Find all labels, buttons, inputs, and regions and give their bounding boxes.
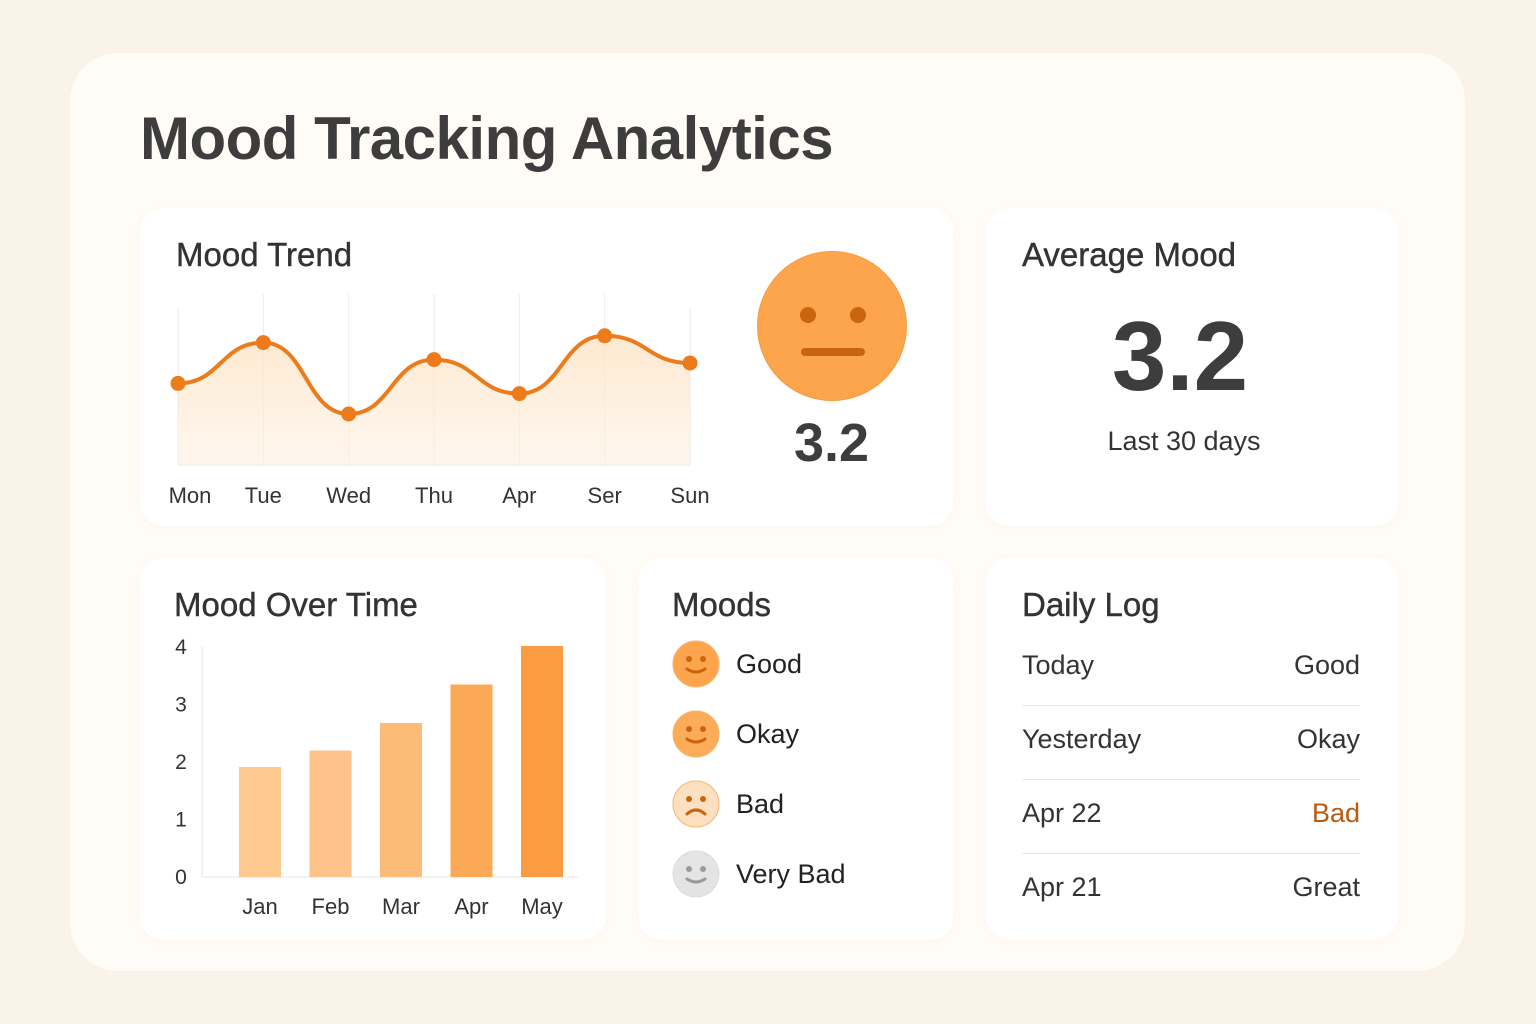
page-title: Mood Tracking Analytics (140, 105, 834, 172)
mood-item: Okay (672, 710, 799, 758)
x-tick-label: Apr (502, 483, 536, 508)
x-tick-label: Jan (242, 894, 277, 919)
log-mood: Okay (1296, 724, 1360, 754)
trend-area (178, 335, 690, 465)
daily-log-title: Daily Log (1022, 586, 1160, 623)
x-tick-label: Wed (326, 483, 371, 508)
log-mood: Good (1293, 650, 1360, 680)
y-tick-label: 1 (175, 809, 187, 832)
mood-label: Very Bad (736, 858, 846, 889)
mood-label: Good (736, 648, 803, 679)
log-row: Apr 22 Bad (1022, 798, 1360, 829)
divider (1022, 705, 1360, 706)
mood-over-time-chart: 0 1 2 3 4 Jan Feb Mar Apr May (175, 636, 578, 919)
trend-point (682, 355, 698, 371)
bar (380, 723, 422, 877)
log-day: Apr 21 (1022, 872, 1102, 902)
gray-face-icon (672, 850, 720, 898)
mood-over-time-card: Mood Over Time 0 1 2 3 4 Jan Feb Mar Apr May (140, 558, 606, 940)
smile-face-icon (672, 640, 720, 688)
trend-point (511, 386, 527, 402)
moods-title: Moods (672, 586, 772, 623)
log-day: Apr 22 (1022, 798, 1102, 828)
average-mood-title: Average Mood (1022, 236, 1237, 273)
log-mood: Great (1292, 872, 1360, 902)
trend-point (255, 335, 271, 351)
trend-point (341, 406, 357, 422)
x-tick-label: Apr (454, 894, 488, 919)
bar (309, 750, 352, 877)
y-tick-label: 2 (175, 751, 187, 774)
y-tick-label: 0 (175, 866, 187, 889)
divider (1022, 853, 1360, 854)
x-tick-label: Ser (588, 483, 622, 508)
y-tick-label: 4 (175, 636, 187, 659)
log-mood: Bad (1311, 798, 1360, 828)
log-day: Yesterday (1022, 724, 1142, 754)
mood-item: Very Bad (672, 850, 846, 898)
trend-point (426, 352, 442, 368)
x-tick-label: Mar (382, 894, 420, 919)
average-mood-value: 3.2 (1111, 301, 1249, 411)
bar (521, 646, 563, 877)
log-row: Apr 21 Great (1022, 872, 1360, 903)
mood-trend-chart: Mon Tue Wed Thu Apr Ser Sun (169, 294, 710, 508)
divider (1022, 779, 1360, 780)
smile-face-icon (672, 710, 720, 758)
mood-item: Good (672, 640, 802, 688)
moods-card: Moods Good Okay Bad Very Bad (638, 558, 954, 940)
mood-item: Bad (672, 780, 784, 828)
bar (450, 684, 493, 877)
mood-trend-card: Mood Trend Mon Tue Wed Thu Apr Ser Sun 3.2 (140, 208, 954, 526)
average-mood-card: Average Mood 3.2 Last 30 days (986, 208, 1398, 526)
daily-log-card: Daily Log Today Good Yesterday Okay Apr 22 Ba… (986, 558, 1398, 940)
frown-face-icon (672, 780, 720, 828)
x-tick-label: Sun (670, 483, 709, 508)
mood-label: Bad (736, 788, 785, 819)
log-row: Today Good (1022, 650, 1360, 681)
mood-trend-title: Mood Trend (176, 236, 353, 273)
log-row: Yesterday Okay (1022, 724, 1360, 755)
x-tick-label: Tue (245, 483, 282, 508)
trend-point (170, 375, 186, 391)
x-tick-label: Mon (169, 483, 212, 508)
y-tick-label: 3 (175, 694, 187, 717)
x-tick-label: Thu (415, 483, 453, 508)
x-tick-label: May (521, 894, 563, 919)
neutral-face-icon (757, 251, 907, 401)
mood-label: Okay (736, 718, 800, 749)
average-mood-caption: Last 30 days (1107, 426, 1261, 456)
mood-over-time-title: Mood Over Time (174, 586, 418, 623)
bar (239, 767, 281, 877)
x-tick-label: Feb (312, 894, 350, 919)
face-value: 3.2 (794, 413, 870, 473)
trend-point (597, 328, 613, 344)
log-day: Today (1022, 650, 1095, 680)
